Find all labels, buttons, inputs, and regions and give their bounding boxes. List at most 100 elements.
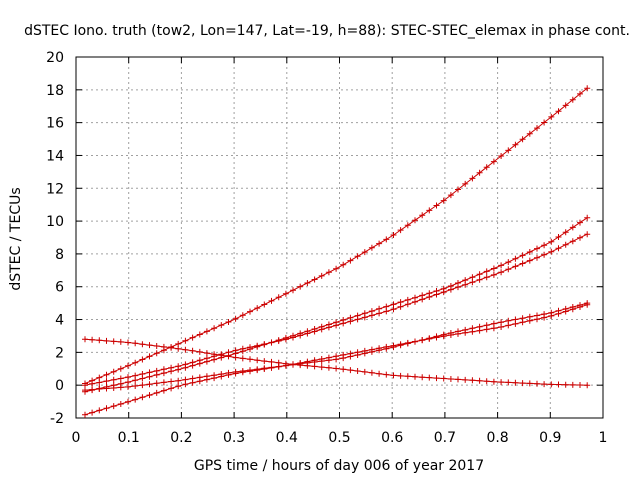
series-5 xyxy=(82,336,591,389)
data-point xyxy=(490,271,497,278)
series-6 xyxy=(82,300,591,394)
data-point xyxy=(562,305,569,312)
data-point xyxy=(282,290,289,297)
data-point xyxy=(153,380,160,387)
data-point xyxy=(110,385,117,391)
data-point xyxy=(225,319,232,325)
data-point xyxy=(526,249,533,255)
data-point xyxy=(318,364,325,371)
series-1 xyxy=(82,85,591,387)
data-point xyxy=(211,372,218,379)
data-point xyxy=(325,357,332,364)
data-point xyxy=(146,353,153,360)
data-point xyxy=(548,248,555,255)
x-tick-label: 0.2 xyxy=(170,430,192,446)
data-point xyxy=(96,407,103,414)
data-point xyxy=(182,361,189,368)
data-point xyxy=(469,175,476,182)
data-point xyxy=(390,232,397,238)
data-point xyxy=(354,368,361,374)
data-point xyxy=(340,320,347,327)
data-point xyxy=(146,342,153,349)
data-point xyxy=(555,307,562,314)
data-point xyxy=(354,352,361,358)
data-point xyxy=(132,359,139,366)
data-point xyxy=(490,378,497,385)
data-point xyxy=(534,312,540,319)
data-point xyxy=(562,102,569,109)
data-point xyxy=(225,369,232,376)
data-point xyxy=(218,322,225,329)
data-point xyxy=(160,366,167,373)
data-point xyxy=(218,352,225,359)
data-point xyxy=(153,389,160,396)
data-point xyxy=(469,325,476,332)
data-point xyxy=(498,269,505,276)
data-point xyxy=(368,369,375,376)
data-point xyxy=(203,328,210,335)
data-point xyxy=(555,381,562,388)
data-point xyxy=(103,385,110,392)
data-point xyxy=(254,357,261,364)
data-point xyxy=(182,337,189,344)
data-point xyxy=(297,360,304,367)
data-point xyxy=(325,269,332,276)
data-point xyxy=(368,348,375,355)
data-point xyxy=(440,331,447,338)
data-point xyxy=(225,353,232,360)
data-point xyxy=(505,147,512,154)
data-point xyxy=(125,374,131,381)
data-point xyxy=(390,344,397,351)
data-point xyxy=(175,345,182,352)
data-point xyxy=(125,398,131,405)
data-point xyxy=(304,359,311,366)
data-point xyxy=(419,337,426,343)
data-point xyxy=(577,219,583,226)
data-point xyxy=(541,251,548,258)
data-point xyxy=(426,207,433,214)
data-point xyxy=(433,375,440,382)
data-point xyxy=(275,338,282,344)
data-point xyxy=(498,262,505,269)
data-point xyxy=(390,372,397,379)
data-point xyxy=(196,348,203,355)
data-point xyxy=(232,315,239,322)
data-point xyxy=(318,272,325,279)
data-point xyxy=(361,314,368,321)
y-tick-label: 2 xyxy=(55,345,64,361)
data-point xyxy=(569,381,576,388)
data-point xyxy=(232,347,239,354)
data-point xyxy=(311,328,318,335)
data-point xyxy=(440,375,447,382)
x-tick-label: 0.9 xyxy=(539,430,561,446)
data-point xyxy=(110,368,117,375)
data-point xyxy=(117,338,124,345)
data-point xyxy=(519,252,526,259)
data-point xyxy=(211,351,218,358)
data-point xyxy=(505,259,512,266)
data-point xyxy=(125,383,131,390)
data-point xyxy=(383,345,390,352)
data-point xyxy=(261,358,268,365)
data-point xyxy=(534,245,540,252)
data-point xyxy=(175,377,182,384)
data-point xyxy=(189,347,196,354)
data-point xyxy=(247,367,253,374)
data-point xyxy=(354,316,361,323)
data-point xyxy=(569,224,576,231)
data-point xyxy=(462,326,469,333)
data-point xyxy=(117,384,124,391)
data-point xyxy=(469,377,476,384)
data-point xyxy=(282,336,289,343)
data-point xyxy=(232,354,239,361)
data-point xyxy=(82,336,88,343)
data-point xyxy=(447,376,454,382)
data-point xyxy=(211,325,218,332)
data-point xyxy=(103,378,110,385)
data-point xyxy=(333,265,340,272)
data-point xyxy=(534,254,540,261)
x-tick-label: 0.3 xyxy=(223,430,245,446)
data-point xyxy=(541,119,548,126)
data-point xyxy=(397,342,404,349)
data-point xyxy=(433,202,440,209)
